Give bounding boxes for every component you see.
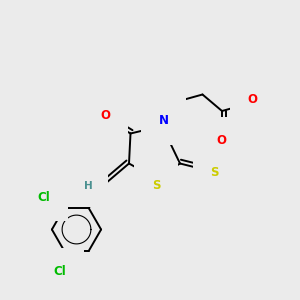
Text: O: O [100, 109, 111, 122]
Text: Cl: Cl [38, 190, 50, 204]
Text: H: H [84, 181, 93, 191]
Text: O: O [248, 93, 258, 106]
Text: Cl: Cl [53, 265, 66, 278]
Text: S: S [152, 178, 160, 192]
Text: O: O [216, 134, 226, 148]
Text: N: N [158, 114, 169, 127]
Text: S: S [210, 166, 219, 179]
